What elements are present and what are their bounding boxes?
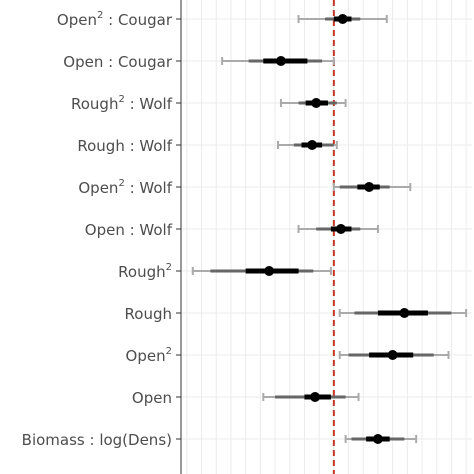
y-tick-label: Rough bbox=[125, 305, 172, 323]
y-tick-label: Open2 : Cougar bbox=[57, 10, 173, 29]
label-superscript: 2 bbox=[118, 178, 124, 189]
label-suffix: : Cougar bbox=[103, 11, 172, 29]
y-tick-label: Biomass : log(Dens) bbox=[22, 431, 172, 449]
label-superscript: 2 bbox=[166, 346, 172, 357]
y-tick-label: Open : Cougar bbox=[63, 53, 173, 71]
label-main: Open : Cougar bbox=[63, 53, 173, 71]
y-tick-label: Open bbox=[132, 389, 172, 407]
y-tick-label: Rough2 bbox=[118, 262, 172, 281]
y-tick-label: Open : Wolf bbox=[85, 221, 173, 239]
interval-2 bbox=[279, 98, 347, 108]
point-estimate bbox=[307, 140, 318, 150]
interval-1 bbox=[221, 56, 335, 66]
label-main: Open : Wolf bbox=[85, 221, 173, 239]
interval-4 bbox=[332, 182, 412, 192]
label-superscript: 2 bbox=[166, 262, 172, 273]
point-estimate bbox=[337, 14, 348, 24]
interval-0 bbox=[297, 14, 388, 24]
point-estimate bbox=[372, 434, 383, 444]
interval-7 bbox=[338, 308, 468, 318]
y-axis bbox=[176, 0, 182, 474]
y-tick-label: Rough2 : Wolf bbox=[71, 94, 173, 113]
point-estimate bbox=[335, 224, 346, 234]
point-estimate bbox=[275, 56, 286, 66]
point-estimate bbox=[387, 350, 398, 360]
label-main: Open bbox=[126, 347, 166, 365]
point-estimate bbox=[310, 392, 321, 402]
y-tick-label: Open2 bbox=[126, 346, 172, 365]
interval-5 bbox=[297, 224, 379, 234]
label-main: Rough bbox=[125, 305, 172, 323]
y-tick-label: Rough : Wolf bbox=[77, 137, 172, 155]
point-estimate bbox=[264, 266, 275, 276]
y-tick-label: Open2 : Wolf bbox=[78, 178, 172, 197]
point-estimate bbox=[399, 308, 410, 318]
interval-3 bbox=[277, 140, 338, 150]
label-main: Open bbox=[78, 179, 118, 197]
interval-8 bbox=[338, 350, 450, 360]
point-estimate bbox=[364, 182, 375, 192]
grid-lines bbox=[181, 0, 472, 474]
label-superscript: 2 bbox=[97, 10, 103, 21]
label-main: Rough bbox=[118, 263, 165, 281]
interval-6 bbox=[191, 266, 332, 276]
label-suffix: : Wolf bbox=[125, 179, 173, 197]
label-main: Rough bbox=[71, 95, 118, 113]
label-main: Rough : Wolf bbox=[77, 137, 172, 155]
intervals bbox=[191, 14, 468, 444]
interval-10 bbox=[344, 434, 418, 444]
point-estimate bbox=[311, 98, 322, 108]
label-suffix: : Wolf bbox=[125, 95, 173, 113]
label-superscript: 2 bbox=[118, 94, 124, 105]
label-main: Open bbox=[132, 389, 172, 407]
label-main: Open bbox=[57, 11, 97, 29]
label-main: Biomass : log(Dens) bbox=[22, 431, 172, 449]
interval-9 bbox=[262, 392, 360, 402]
